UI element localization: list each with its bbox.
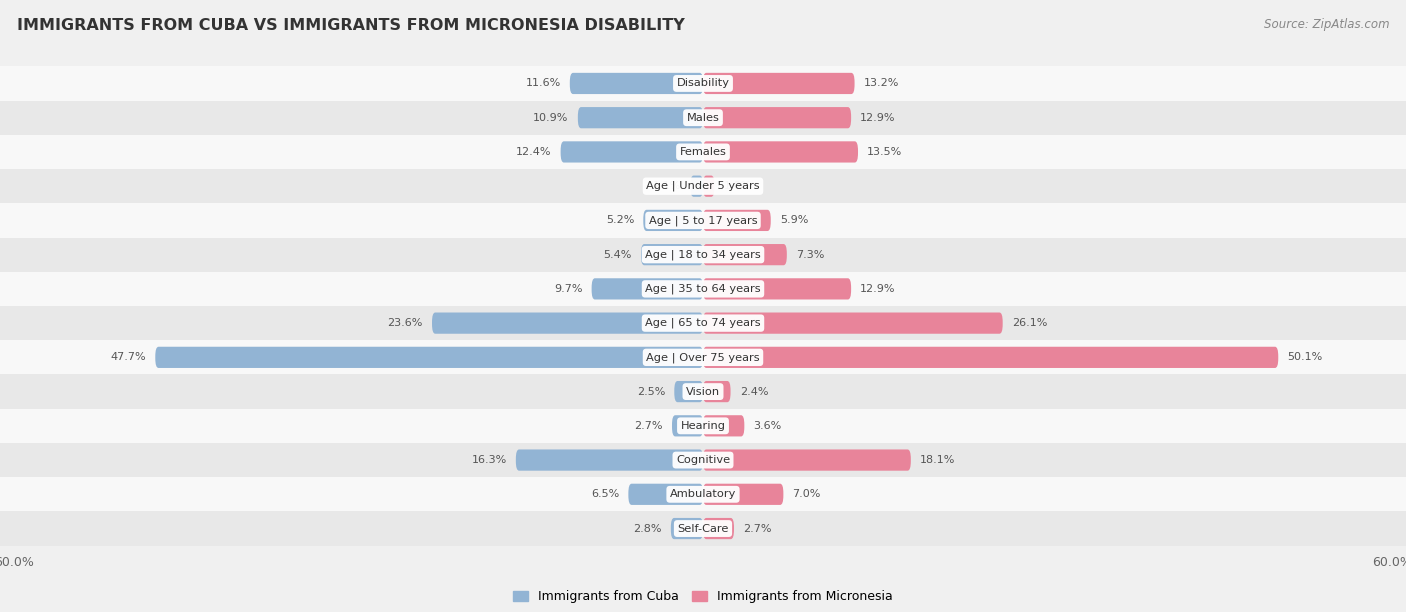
Text: Source: ZipAtlas.com: Source: ZipAtlas.com — [1264, 18, 1389, 31]
FancyBboxPatch shape — [703, 313, 1002, 334]
Bar — [0, 66, 1406, 100]
FancyBboxPatch shape — [644, 210, 703, 231]
Text: Hearing: Hearing — [681, 421, 725, 431]
FancyBboxPatch shape — [569, 73, 703, 94]
Text: Age | 18 to 34 years: Age | 18 to 34 years — [645, 250, 761, 260]
Text: 2.5%: 2.5% — [637, 387, 665, 397]
FancyBboxPatch shape — [641, 244, 703, 265]
Text: 47.7%: 47.7% — [111, 353, 146, 362]
Text: 12.9%: 12.9% — [860, 113, 896, 122]
Text: Age | 35 to 64 years: Age | 35 to 64 years — [645, 283, 761, 294]
Bar — [0, 100, 1406, 135]
FancyBboxPatch shape — [703, 415, 744, 436]
FancyBboxPatch shape — [703, 483, 783, 505]
FancyBboxPatch shape — [432, 313, 703, 334]
Text: 11.6%: 11.6% — [526, 78, 561, 89]
Legend: Immigrants from Cuba, Immigrants from Micronesia: Immigrants from Cuba, Immigrants from Mi… — [509, 585, 897, 608]
Bar — [0, 409, 1406, 443]
Text: 23.6%: 23.6% — [388, 318, 423, 328]
FancyBboxPatch shape — [592, 278, 703, 299]
FancyBboxPatch shape — [675, 381, 703, 402]
Text: 6.5%: 6.5% — [591, 490, 619, 499]
Text: 10.9%: 10.9% — [533, 113, 568, 122]
FancyBboxPatch shape — [703, 381, 731, 402]
FancyBboxPatch shape — [672, 415, 703, 436]
FancyBboxPatch shape — [578, 107, 703, 129]
Text: 1.0%: 1.0% — [724, 181, 752, 191]
Bar — [0, 272, 1406, 306]
Bar — [0, 443, 1406, 477]
FancyBboxPatch shape — [703, 278, 851, 299]
Text: Cognitive: Cognitive — [676, 455, 730, 465]
FancyBboxPatch shape — [703, 449, 911, 471]
Text: Vision: Vision — [686, 387, 720, 397]
Text: 2.4%: 2.4% — [740, 387, 768, 397]
Text: 16.3%: 16.3% — [471, 455, 506, 465]
FancyBboxPatch shape — [561, 141, 703, 163]
Text: 13.5%: 13.5% — [868, 147, 903, 157]
Text: 7.3%: 7.3% — [796, 250, 824, 259]
Text: 5.4%: 5.4% — [603, 250, 631, 259]
Text: Age | 5 to 17 years: Age | 5 to 17 years — [648, 215, 758, 226]
Text: 1.1%: 1.1% — [652, 181, 681, 191]
FancyBboxPatch shape — [703, 210, 770, 231]
Bar — [0, 477, 1406, 512]
Text: 12.9%: 12.9% — [860, 284, 896, 294]
Text: 3.6%: 3.6% — [754, 421, 782, 431]
FancyBboxPatch shape — [703, 73, 855, 94]
Text: 26.1%: 26.1% — [1012, 318, 1047, 328]
FancyBboxPatch shape — [703, 244, 787, 265]
Text: 13.2%: 13.2% — [863, 78, 898, 89]
FancyBboxPatch shape — [690, 176, 703, 197]
FancyBboxPatch shape — [516, 449, 703, 471]
Bar — [0, 203, 1406, 237]
Text: IMMIGRANTS FROM CUBA VS IMMIGRANTS FROM MICRONESIA DISABILITY: IMMIGRANTS FROM CUBA VS IMMIGRANTS FROM … — [17, 18, 685, 34]
FancyBboxPatch shape — [703, 176, 714, 197]
Text: Males: Males — [686, 113, 720, 122]
Text: Age | Over 75 years: Age | Over 75 years — [647, 352, 759, 362]
Text: 18.1%: 18.1% — [920, 455, 956, 465]
Text: 5.2%: 5.2% — [606, 215, 634, 225]
FancyBboxPatch shape — [155, 347, 703, 368]
Bar — [0, 306, 1406, 340]
Text: Females: Females — [679, 147, 727, 157]
Text: 50.1%: 50.1% — [1288, 353, 1323, 362]
Bar — [0, 340, 1406, 375]
Bar — [0, 169, 1406, 203]
Text: 2.7%: 2.7% — [634, 421, 662, 431]
Text: Disability: Disability — [676, 78, 730, 89]
Text: Ambulatory: Ambulatory — [669, 490, 737, 499]
Text: 9.7%: 9.7% — [554, 284, 582, 294]
Text: 7.0%: 7.0% — [793, 490, 821, 499]
FancyBboxPatch shape — [628, 483, 703, 505]
Bar — [0, 512, 1406, 546]
Text: 5.9%: 5.9% — [780, 215, 808, 225]
FancyBboxPatch shape — [703, 107, 851, 129]
Text: 2.7%: 2.7% — [744, 523, 772, 534]
Text: 2.8%: 2.8% — [633, 523, 662, 534]
FancyBboxPatch shape — [671, 518, 703, 539]
Bar — [0, 237, 1406, 272]
Text: 12.4%: 12.4% — [516, 147, 551, 157]
Text: Self-Care: Self-Care — [678, 523, 728, 534]
Text: Age | 65 to 74 years: Age | 65 to 74 years — [645, 318, 761, 329]
Bar — [0, 375, 1406, 409]
Bar — [0, 135, 1406, 169]
FancyBboxPatch shape — [703, 347, 1278, 368]
FancyBboxPatch shape — [703, 518, 734, 539]
Text: Age | Under 5 years: Age | Under 5 years — [647, 181, 759, 192]
FancyBboxPatch shape — [703, 141, 858, 163]
